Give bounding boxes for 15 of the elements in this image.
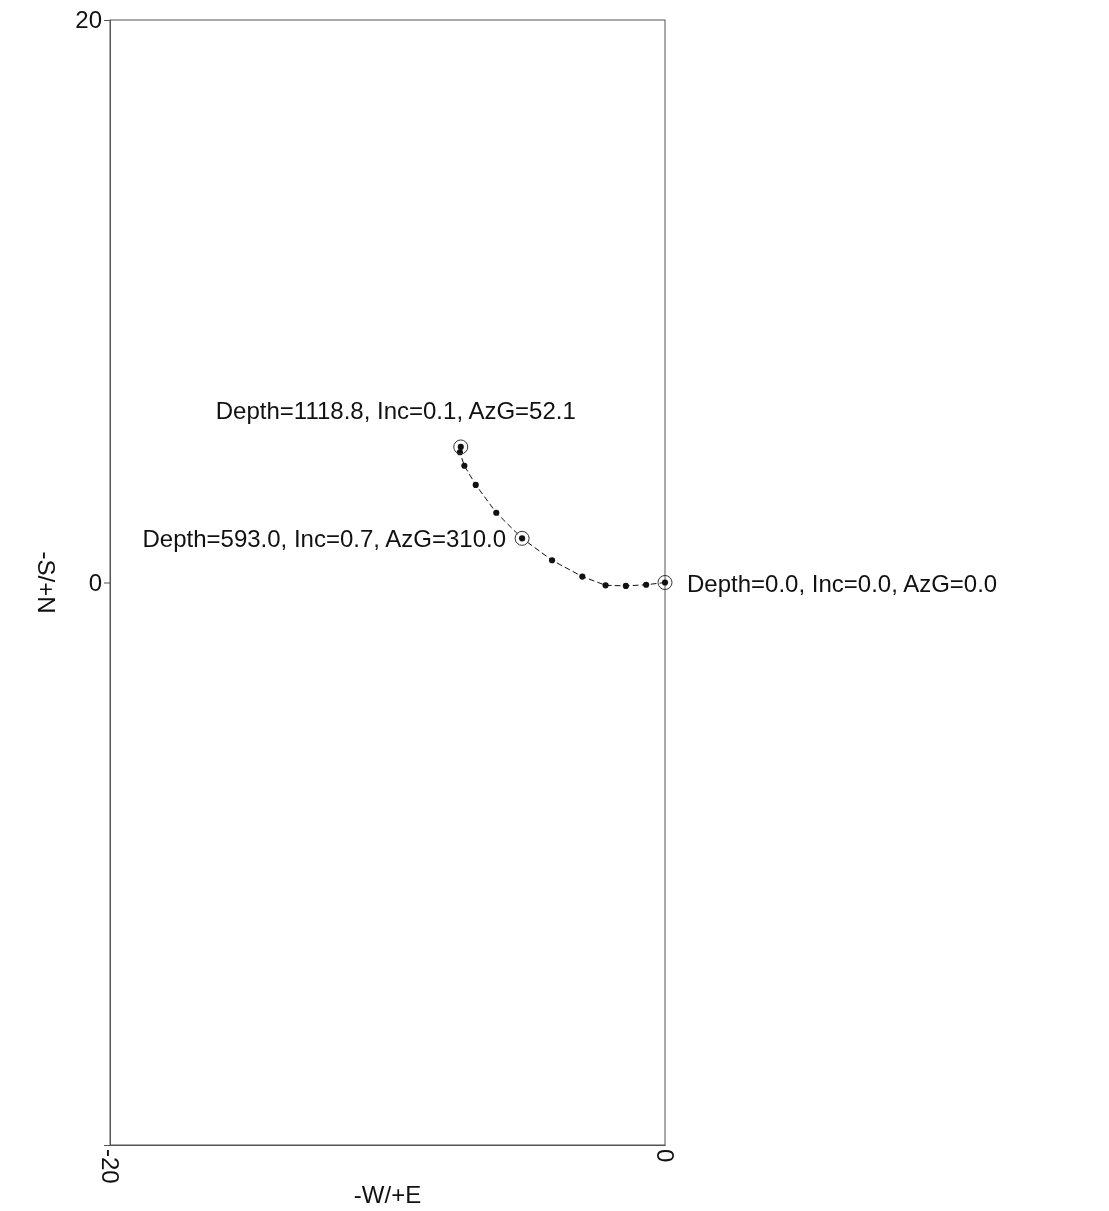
point [461,462,468,469]
y-tick-label: 20 [75,6,102,34]
point [622,582,629,589]
point [548,557,556,564]
point [472,481,479,488]
point [602,582,609,589]
annotation: Depth=1118.8, Inc=0.1, AzG=52.1 [215,396,576,424]
y-axis-title: -S/+N [33,551,60,614]
annotation: Depth=0.0, Inc=0.0, AzG=0.0 [687,569,998,597]
point [493,509,500,516]
x-axis-title: -W/+E [353,1181,422,1208]
x-tick-label: -20 [97,1149,125,1184]
annotation: Depth=593.0, Inc=0.7, AzG=310.0 [142,525,507,553]
point [643,581,650,588]
point [579,573,586,580]
